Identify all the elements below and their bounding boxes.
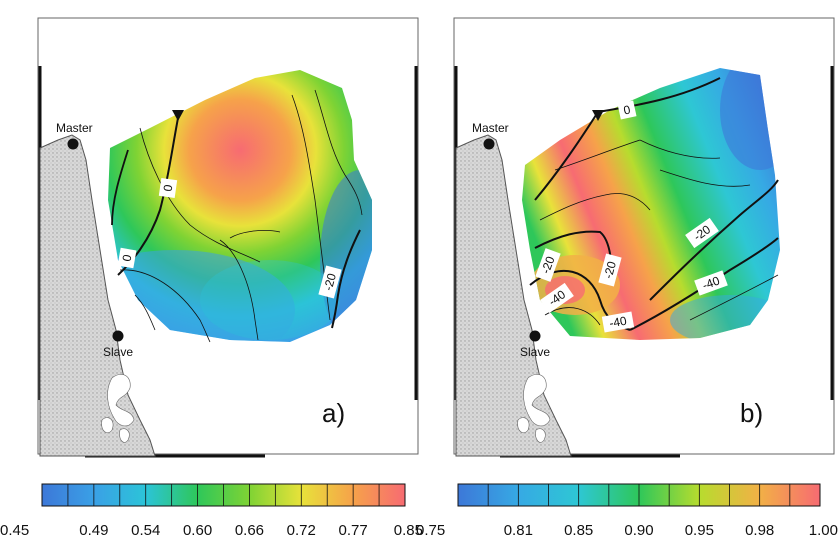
svg-text:-20: -20 bbox=[321, 271, 339, 292]
svg-text:-40: -40 bbox=[608, 314, 628, 331]
colorbar-tick-label: 0.66 bbox=[235, 522, 264, 539]
svg-text:0: 0 bbox=[622, 102, 632, 117]
colorbar-tick-label: 0.49 bbox=[79, 522, 108, 539]
master-station-marker bbox=[67, 138, 79, 150]
master-station-marker-b bbox=[483, 138, 495, 150]
colorbar-tick-label: 0.90 bbox=[624, 522, 653, 539]
contour-label-b-0: 0 bbox=[617, 100, 637, 120]
colorbar-tick-label: 0.98 bbox=[745, 522, 774, 539]
contour-label-b-1: -20 bbox=[685, 217, 719, 249]
colorbar-tick-label: 0.72 bbox=[287, 522, 316, 539]
slave-station-marker-b bbox=[529, 330, 541, 342]
svg-text:0: 0 bbox=[120, 253, 135, 262]
colorbar-tick-label: 0.85 bbox=[564, 522, 593, 539]
colorbar-tick-label: 0.95 bbox=[685, 522, 714, 539]
panel-label-a: a) bbox=[322, 398, 345, 428]
colorbar-tick-label: 0.45 bbox=[0, 522, 29, 539]
colorbar-tick-label: 0.60 bbox=[183, 522, 212, 539]
contour-label-b-5: -40 bbox=[540, 282, 574, 314]
coastline-land-b bbox=[455, 134, 572, 457]
inlets-b bbox=[517, 374, 551, 443]
svg-text:-20: -20 bbox=[601, 259, 619, 280]
contour-label-b-6: -40 bbox=[601, 311, 635, 333]
map-panel-a: 0 0 -20 Master Slave a) bbox=[37, 17, 419, 458]
colorbar-b: 0.75 0.81 0.85 0.90 0.95 0.98 1.00 bbox=[416, 483, 838, 539]
contour-label-b-4: -40 bbox=[694, 270, 728, 296]
colorbar-tick-label: 0.75 bbox=[416, 522, 445, 539]
colorbar-tick-label: 0.77 bbox=[339, 522, 368, 539]
colorbar-tick-label: 0.54 bbox=[131, 522, 160, 539]
master-station-label: Master bbox=[56, 121, 93, 135]
colorbar-tick-label: 1.00 bbox=[809, 522, 838, 539]
colorbar-tick-label: 0.81 bbox=[504, 522, 533, 539]
panel-label-b: b) bbox=[740, 398, 763, 428]
svg-text:-20: -20 bbox=[538, 254, 557, 275]
contour-label-a-1: 0 bbox=[117, 247, 137, 269]
contour-label-a-2: -20 bbox=[318, 265, 342, 299]
contour-label-a-0: 0 bbox=[158, 177, 178, 199]
contour-label-b-2: -20 bbox=[535, 248, 561, 282]
contour-label-b-3: -20 bbox=[598, 253, 622, 287]
coherence-field-b bbox=[522, 68, 780, 340]
master-station-label-b: Master bbox=[472, 121, 509, 135]
colorbar-a: 0.45 0.49 0.54 0.60 0.66 0.72 0.77 0.85 bbox=[0, 483, 423, 539]
slave-station-label: Slave bbox=[103, 345, 133, 359]
slave-station-label-b: Slave bbox=[520, 345, 550, 359]
slave-station-marker bbox=[112, 330, 124, 342]
inlets-a bbox=[101, 374, 135, 443]
svg-text:-40: -40 bbox=[700, 273, 721, 292]
triangle-marker-b bbox=[592, 110, 604, 121]
map-panel-b: 0 -20 -20 -20 -40 -40 -40 bbox=[453, 17, 835, 458]
svg-text:0: 0 bbox=[161, 183, 176, 192]
triangle-marker-a bbox=[172, 110, 184, 121]
coastline-land-a bbox=[39, 134, 156, 457]
colorbar-tick-label: 0.85 bbox=[394, 522, 423, 539]
